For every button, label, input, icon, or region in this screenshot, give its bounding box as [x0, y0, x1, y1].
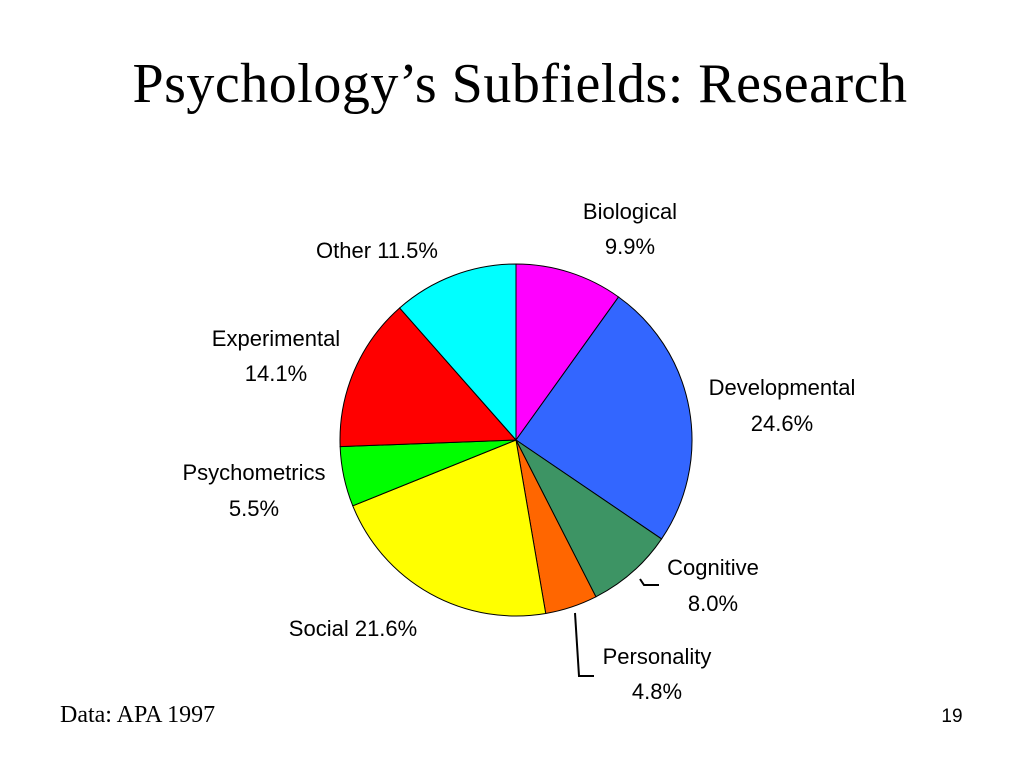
developmental-value: 24.6% [751, 411, 813, 436]
cognitive-label: Cognitive [667, 555, 759, 580]
data-source-note: Data: APA 1997 [60, 702, 216, 728]
pie-slice-developmental [515, 296, 693, 540]
experimental-label: Experimental [212, 326, 340, 351]
cognitive-value: 8.0% [688, 591, 738, 616]
pie-slice-other [398, 263, 517, 442]
cognitive-callout-line [639, 578, 659, 586]
personality-value: 4.8% [632, 679, 682, 704]
developmental-label: Developmental [709, 375, 856, 400]
social-label: Social 21.6% [289, 616, 417, 641]
biological-value: 9.9% [605, 234, 655, 259]
pie-slice-social [352, 439, 547, 617]
social-name: Social [289, 616, 349, 641]
pie-slice-cognitive [515, 439, 663, 598]
psychometrics-value: 5.5% [229, 496, 279, 521]
pie-slice-biological [515, 263, 620, 442]
other-name: Other [316, 238, 371, 263]
other-value: 11.5% [377, 238, 438, 263]
personality-callout-line [574, 612, 594, 677]
biological-label: Biological [583, 199, 677, 224]
personality-label: Personality [603, 644, 712, 669]
psychometrics-label: Psychometrics [182, 460, 325, 485]
slide-title: Psychology’s Subfields: Research [132, 53, 908, 115]
social-value: 21.6% [355, 616, 417, 641]
pie-slice-experimental [339, 307, 518, 448]
experimental-value: 14.1% [245, 361, 307, 386]
other-label: Other 11.5% [316, 238, 438, 263]
page-number: 19 [941, 706, 963, 727]
